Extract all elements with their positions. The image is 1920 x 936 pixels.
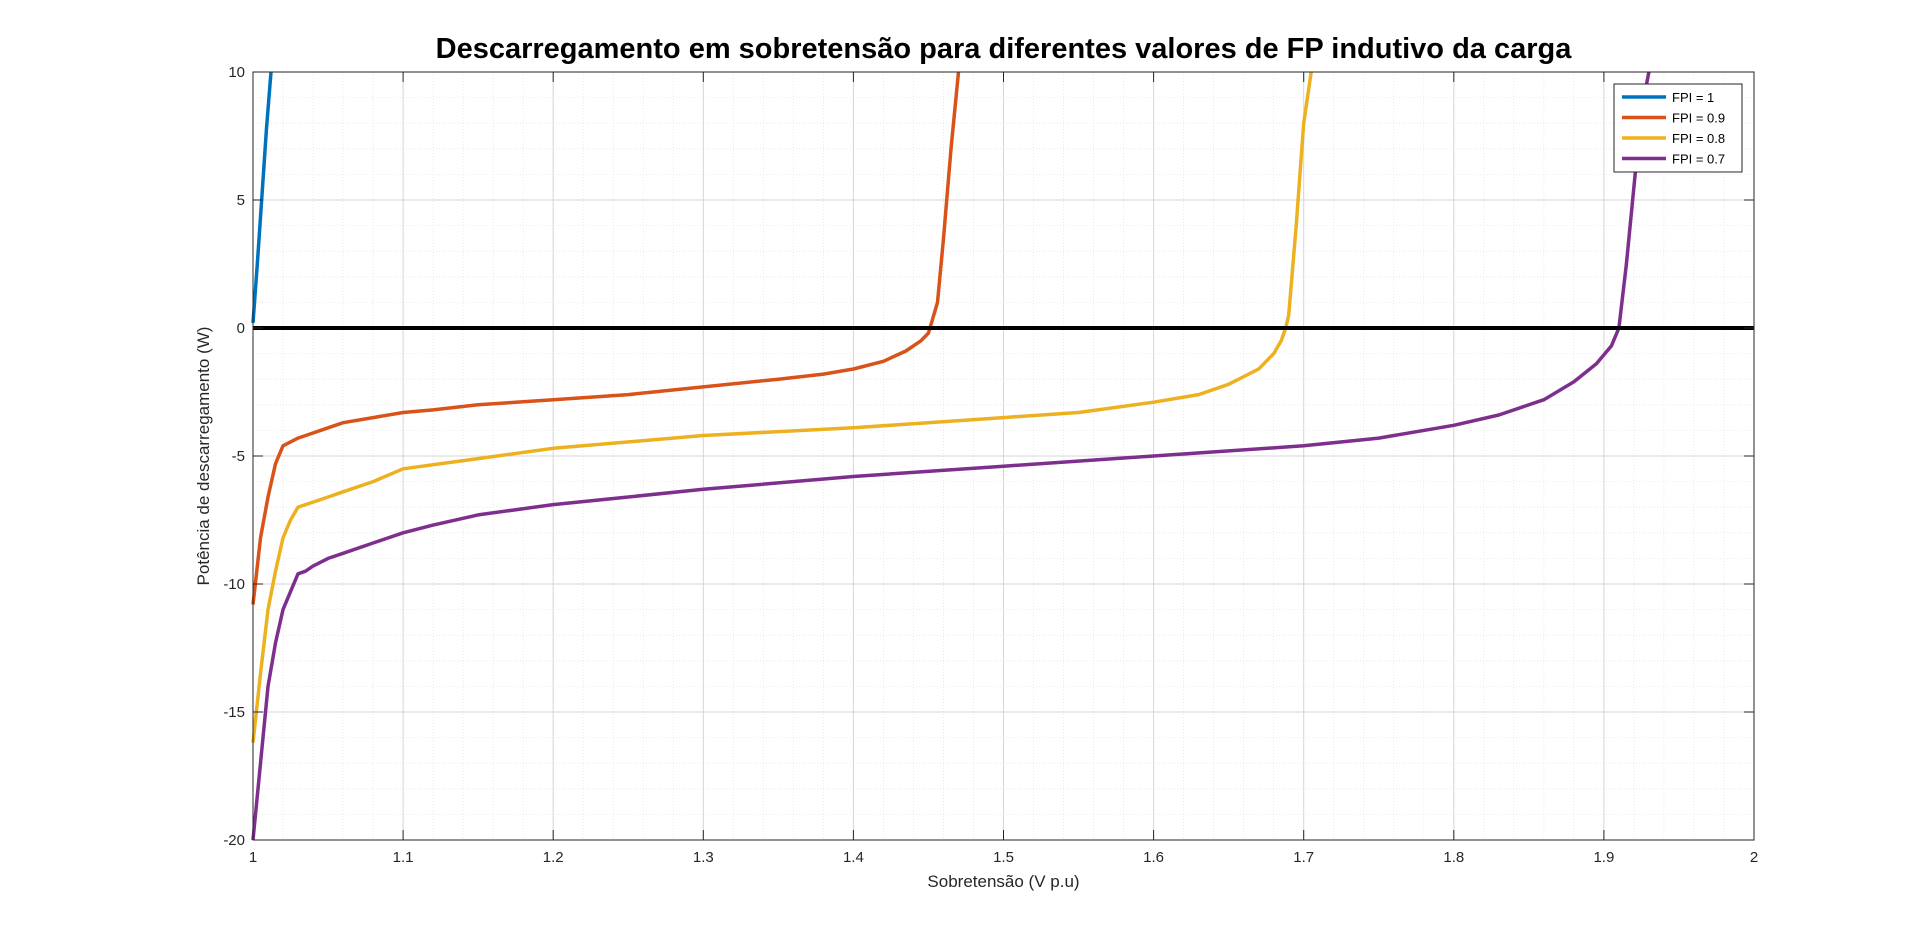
y-tick-label: 5	[237, 192, 245, 209]
legend-label-3: FPI = 0.7	[1672, 152, 1725, 167]
y-tick-label: 10	[228, 64, 245, 81]
x-tick-label: 1.9	[1593, 849, 1614, 866]
y-axis-label: Potência de descarregamento (W)	[194, 327, 213, 586]
legend-label-2: FPI = 0.8	[1672, 131, 1725, 146]
series-line-3	[251, 71, 1651, 841]
legend: FPI = 1 FPI = 0.9 FPI = 0.8 FPI = 0.7	[1613, 83, 1743, 173]
x-tick-label: 1.4	[843, 849, 864, 866]
x-tick-label: 1	[249, 849, 257, 866]
y-tick-label: 0	[237, 320, 245, 337]
x-tick-label: 1.3	[693, 849, 714, 866]
x-tick-label: 1.1	[393, 849, 414, 866]
legend-label-0: FPI = 1	[1672, 90, 1714, 105]
y-tick-label: -5	[232, 448, 245, 465]
x-tick-labels: 1 1.1 1.2 1.3 1.4 1.5 1.6 1.7 1.8 1.9 2	[249, 849, 1758, 866]
y-tick-label: -10	[223, 576, 245, 593]
series-line-0	[251, 71, 273, 324]
chart-title: Descarregamento em sobretensão para dife…	[436, 33, 1573, 65]
x-tick-label: 1.2	[543, 849, 564, 866]
axis-ticks	[252, 71, 1755, 841]
x-tick-label: 1.7	[1293, 849, 1314, 866]
y-tick-label: -15	[223, 704, 245, 721]
series-line-2	[251, 71, 1313, 743]
x-axis-label: Sobretensão (V p.u)	[927, 872, 1079, 891]
y-tick-labels: -20 -15 -10 -5 0 5 10	[223, 64, 245, 849]
x-tick-label: 2	[1750, 849, 1758, 866]
x-tick-label: 1.8	[1443, 849, 1464, 866]
x-tick-label: 1.6	[1143, 849, 1164, 866]
legend-label-1: FPI = 0.9	[1672, 111, 1725, 126]
y-tick-label: -20	[223, 832, 245, 849]
x-tick-label: 1.5	[993, 849, 1014, 866]
